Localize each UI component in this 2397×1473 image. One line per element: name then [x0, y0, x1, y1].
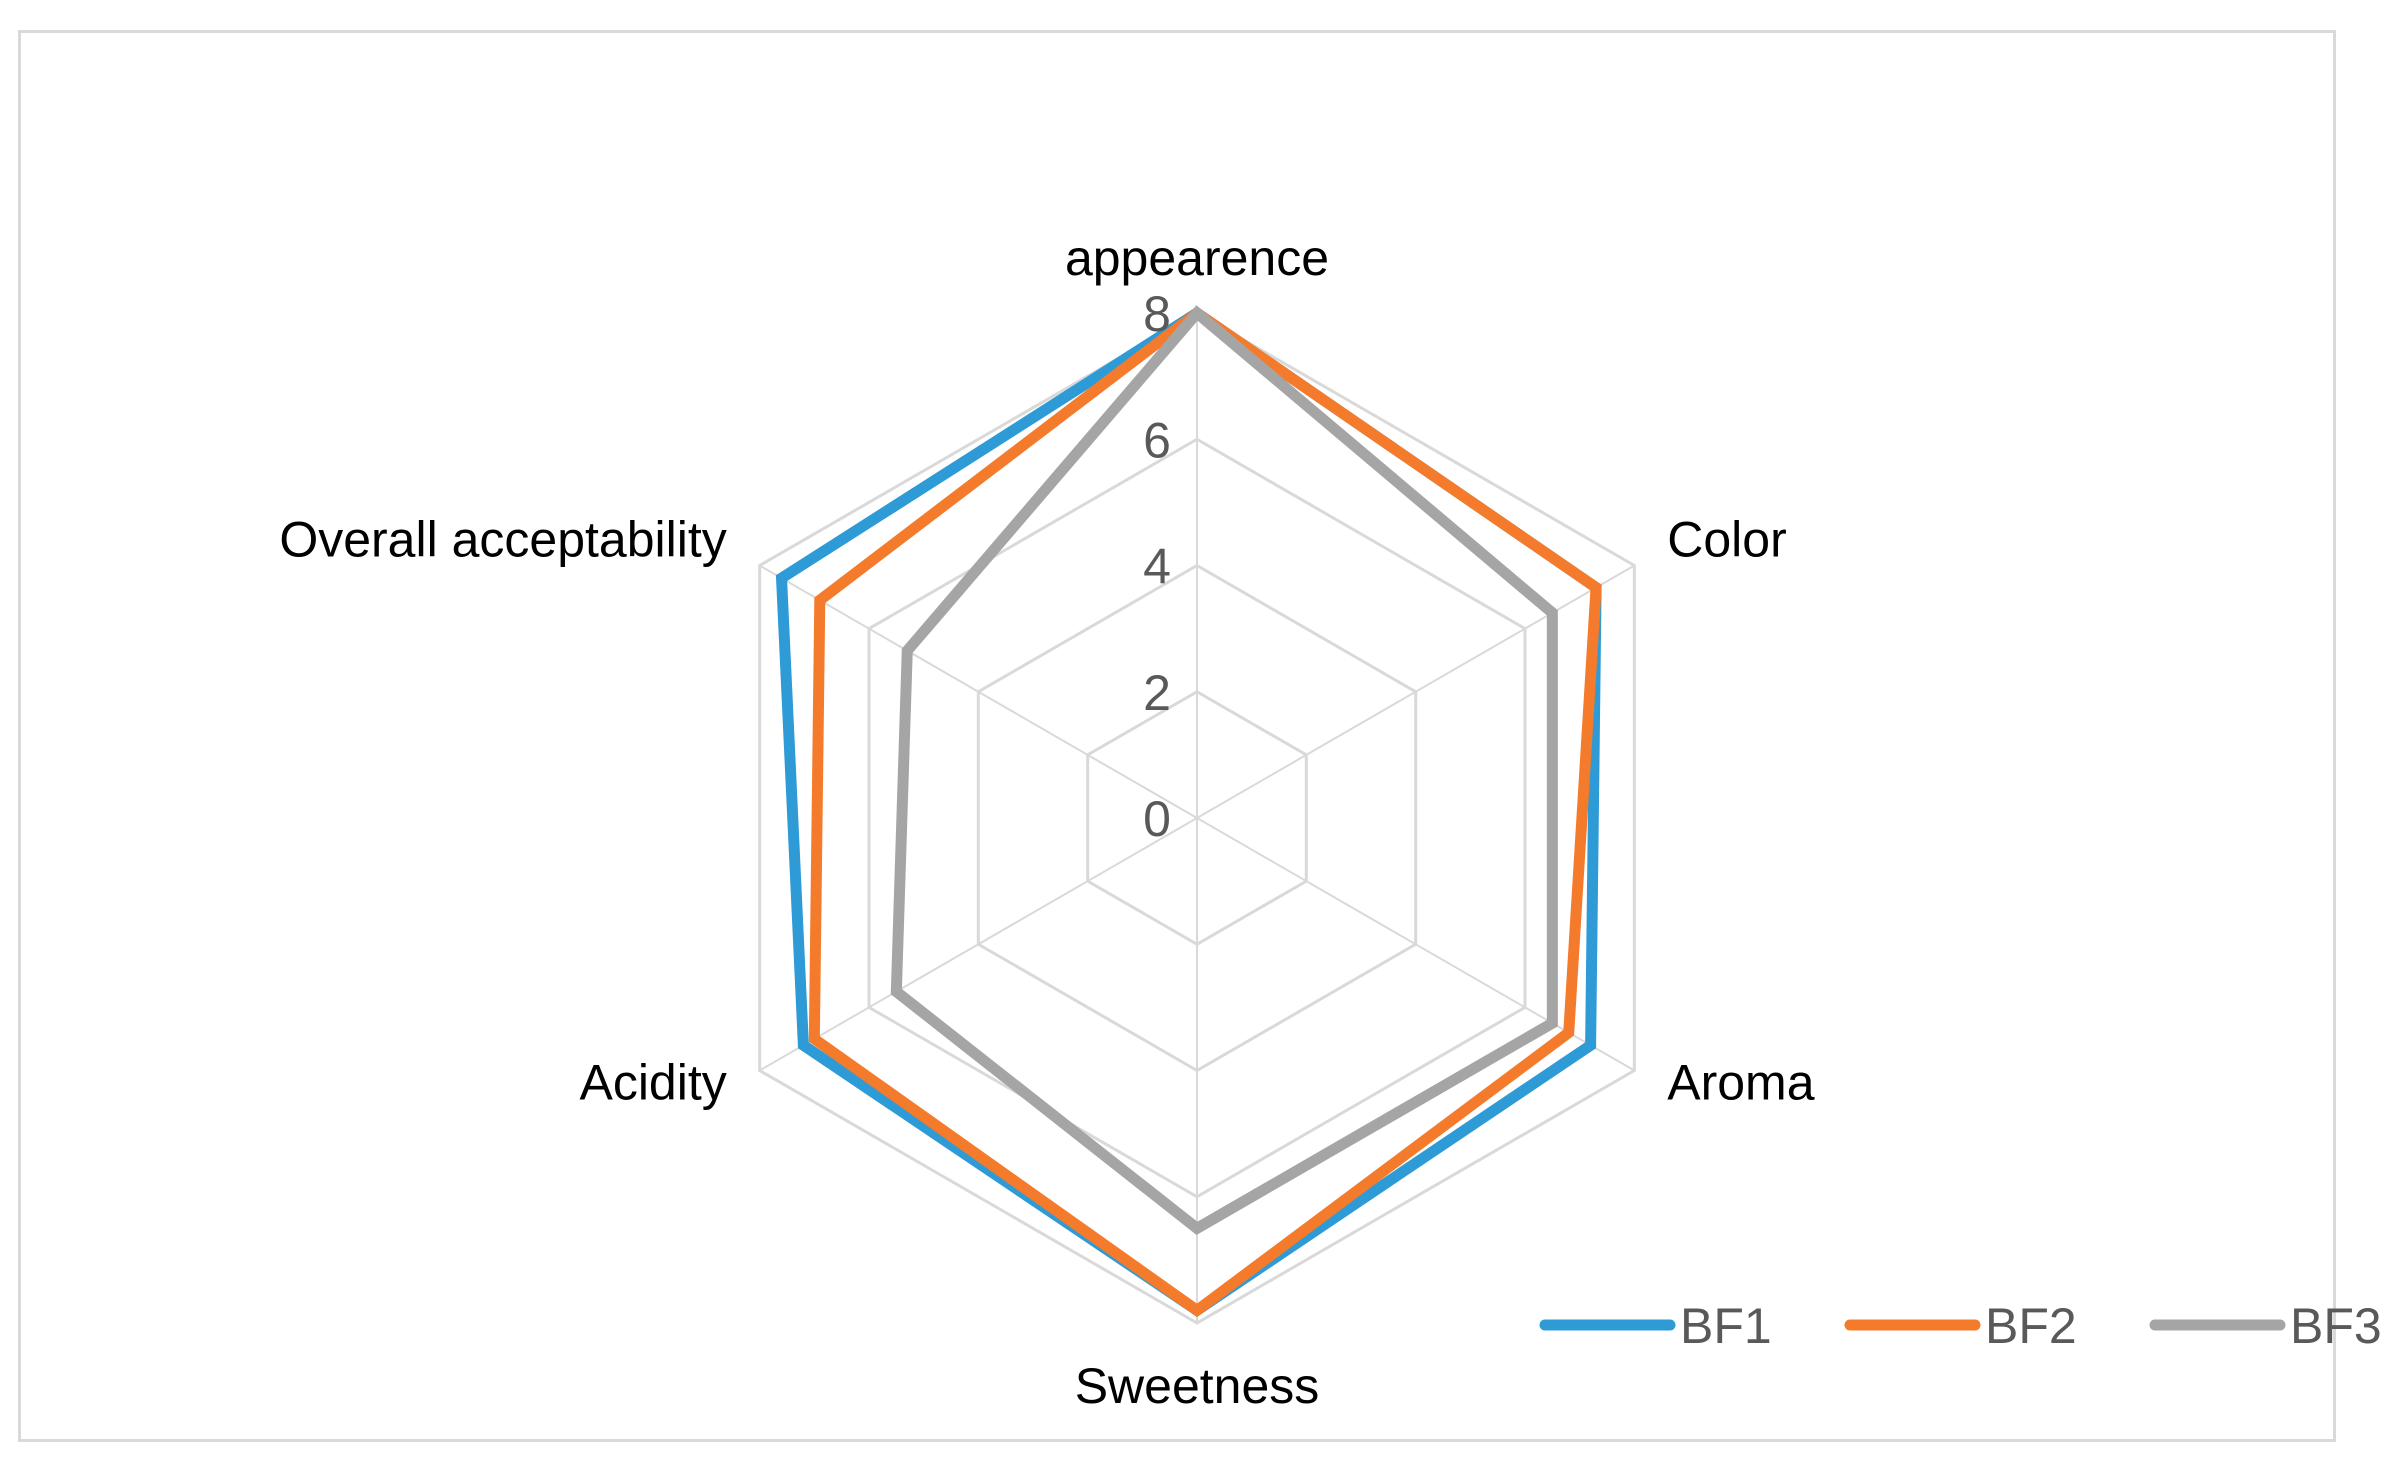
spoke-color	[1196, 564, 1635, 819]
radar-series	[775, 305, 1602, 1318]
legend-item-bf3: BF3	[2149, 1298, 2382, 1354]
tick-label-8: 8	[1143, 286, 1171, 342]
legend: BF1 BF2 BF3	[1539, 1298, 2382, 1354]
tick-label-4: 4	[1143, 539, 1171, 595]
radar-grid	[758, 311, 1636, 1325]
legend-item-bf2: BF2	[1844, 1298, 2077, 1354]
axis-label-aroma: Aroma	[1667, 1055, 1814, 1111]
legend-label-bf3: BF3	[2290, 1298, 2382, 1354]
axis-label-overall-acceptability: Overall acceptability	[279, 512, 726, 568]
axis-label-appearence: appearence	[1065, 230, 1329, 286]
tick-label-2: 2	[1143, 665, 1171, 721]
series-bf3	[890, 305, 1558, 1235]
axis-label-acidity: Acidity	[579, 1055, 726, 1111]
axis-label-sweetness: Sweetness	[1075, 1358, 1320, 1414]
tick-label-0: 0	[1143, 791, 1171, 847]
tick-label-6: 6	[1143, 412, 1171, 468]
axis-label-color: Color	[1667, 512, 1786, 568]
series-bf2	[808, 306, 1602, 1318]
radial-tick-labels: 0 2 4 6 8	[1143, 286, 1171, 847]
spoke-aroma	[1196, 817, 1635, 1072]
spoke-overall-acceptability	[759, 564, 1198, 819]
legend-item-bf1: BF1	[1539, 1298, 1772, 1354]
legend-label-bf1: BF1	[1680, 1298, 1772, 1354]
axis-labels: appearence Color Aroma Sweetness Acidity Over…	[279, 230, 1814, 1414]
spoke-acidity	[759, 817, 1198, 1072]
legend-label-bf2: BF2	[1985, 1298, 2077, 1354]
